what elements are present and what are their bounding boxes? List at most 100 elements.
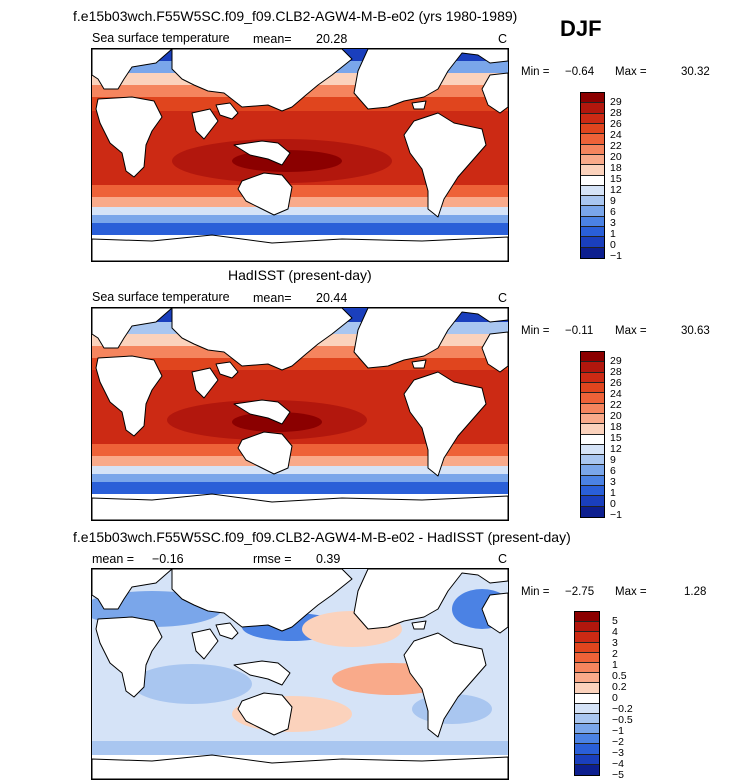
panel3-tick-1: 5 (612, 615, 618, 627)
cbar1-swatch-14 (581, 227, 604, 238)
cbar2-swatch-2 (581, 362, 604, 373)
panel1-tick-10: 9 (610, 195, 616, 207)
sst-hadisst-map-svg (92, 308, 508, 520)
panel1-min-label: Min = (521, 66, 550, 78)
panel1-tick-13: 1 (610, 228, 616, 240)
panel2-tick-4: 24 (610, 388, 622, 400)
cbar1-swatch-15 (581, 237, 604, 248)
panel3-tick-9: −0.2 (612, 703, 633, 715)
cbar2-swatch-14 (581, 486, 604, 497)
sst-hadisst-map (91, 307, 509, 521)
cbar2-swatch-10 (581, 444, 604, 456)
panel1-tick-3: 26 (610, 118, 622, 130)
cbar2-swatch-11 (581, 455, 604, 466)
cbar3-swatch-4 (575, 642, 599, 653)
cbar3-swatch-2 (575, 622, 599, 633)
cbar2-swatch-6 (581, 403, 604, 414)
panel3-mean-value: −0.16 (152, 552, 184, 566)
panel2-mean-value: 20.44 (316, 291, 348, 305)
season-label: DJF (560, 16, 602, 41)
panel2-min-value: −0.11 (565, 325, 594, 337)
cbar2-swatch-15 (581, 496, 604, 507)
cbar2-swatch-5 (581, 393, 604, 404)
panel1-tick-2: 28 (610, 107, 622, 119)
panel2-tick-11: 6 (610, 465, 616, 477)
panel3-tick-13: −3 (612, 747, 624, 759)
panel3-title: f.e15b03wch.F55W5SC.f09_f09.CLB2-AGW4-M-… (73, 529, 571, 545)
panel2-title: HadISST (present-day) (228, 267, 372, 283)
panel1-tick-1: 29 (610, 96, 622, 108)
panel2-tick-14: 0 (610, 498, 616, 510)
panel1-mean-value: 20.28 (316, 32, 348, 46)
cbar1-swatch-8 (581, 165, 604, 176)
panel1-tick-11: 6 (610, 206, 616, 218)
panel1-max-label: Max = (615, 66, 647, 78)
panel3-min-label: Min = (521, 586, 550, 598)
cbar2-swatch-9 (581, 434, 604, 445)
cbar3-swatch-15 (575, 754, 599, 765)
panel3-tick-4: 2 (612, 648, 618, 660)
panel2-tick-3: 26 (610, 377, 622, 389)
cbar3-swatch-9 (575, 693, 599, 704)
panel2-max-label: Max = (615, 325, 647, 337)
panel3-max-value: 1.28 (684, 586, 707, 598)
panel2-mean-label: mean= (253, 291, 292, 305)
panel2-tick-5: 22 (610, 399, 622, 411)
panel2-colorbar (580, 351, 605, 518)
panel2-tick-13: 1 (610, 487, 616, 499)
cbar1-swatch-7 (581, 154, 604, 166)
panel2-units: C (498, 291, 508, 305)
cbar2-swatch-16 (581, 506, 604, 517)
panel3-tick-12: −2 (612, 736, 624, 748)
cbar3-swatch-6 (575, 662, 599, 674)
panel1-tick-9: 12 (610, 184, 622, 196)
panel1-tick-7: 18 (610, 162, 622, 174)
sst-difference-map-svg (92, 569, 508, 779)
panel2-min-label: Min = (521, 325, 550, 337)
panel1-units: C (498, 32, 508, 46)
panel3-tick-14: −4 (612, 758, 624, 770)
cbar2-swatch-3 (581, 372, 604, 383)
cbar2-swatch-4 (581, 382, 604, 394)
panel1-tick-12: 3 (610, 217, 616, 229)
cbar1-swatch-4 (581, 123, 604, 135)
panel1-colorbar (580, 92, 605, 259)
panel1-title: f.e15b03wch.F55W5SC.f09_f09.CLB2-AGW4-M-… (73, 8, 518, 24)
panel2-tick-2: 28 (610, 366, 622, 378)
panel2-tick-8: 15 (610, 432, 622, 444)
cbar3-swatch-14 (575, 744, 599, 755)
sst-difference-map (91, 568, 509, 780)
panel1-tick-4: 24 (610, 129, 622, 141)
cbar3-swatch-3 (575, 632, 599, 643)
panel3-tick-6: 0.5 (612, 670, 627, 682)
panel3-tick-15: −5 (612, 769, 624, 781)
panel3-min-value: −2.75 (565, 586, 595, 598)
panel2-max-value: 30.63 (681, 325, 710, 337)
panel1-mean-label: mean= (253, 32, 292, 46)
panel3-tick-11: −1 (612, 725, 624, 737)
cbar1-swatch-13 (581, 216, 604, 228)
panel3-tick-10: −0.5 (612, 714, 633, 726)
cbar1-swatch-2 (581, 103, 604, 114)
panel2-tick-9: 12 (610, 443, 622, 455)
panel2-variable: Sea surface temperature (92, 290, 230, 304)
panel2-tick-10: 9 (610, 454, 616, 466)
cbar2-swatch-12 (581, 465, 604, 476)
cbar3-swatch-11 (575, 713, 599, 725)
cbar3-swatch-5 (575, 652, 599, 663)
cbar2-swatch-1 (581, 352, 604, 363)
panel1-tick-5: 22 (610, 140, 622, 152)
panel3-rmse-value: 0.39 (316, 552, 341, 566)
panel1-min-value: −0.64 (565, 66, 595, 78)
cbar3-swatch-12 (575, 724, 599, 735)
panel3-mean-label: mean = (92, 552, 135, 566)
panel1-tick-14: 0 (610, 239, 616, 251)
panel2-tick-6: 20 (610, 410, 622, 422)
panel3-units: C (498, 552, 508, 566)
sst-model-map (91, 48, 509, 262)
panel3-tick-8: 0 (612, 692, 618, 704)
cbar1-swatch-16 (581, 247, 604, 258)
cbar1-swatch-10 (581, 185, 604, 197)
panel1-max-value: 30.32 (681, 66, 710, 78)
cbar2-swatch-8 (581, 424, 604, 435)
